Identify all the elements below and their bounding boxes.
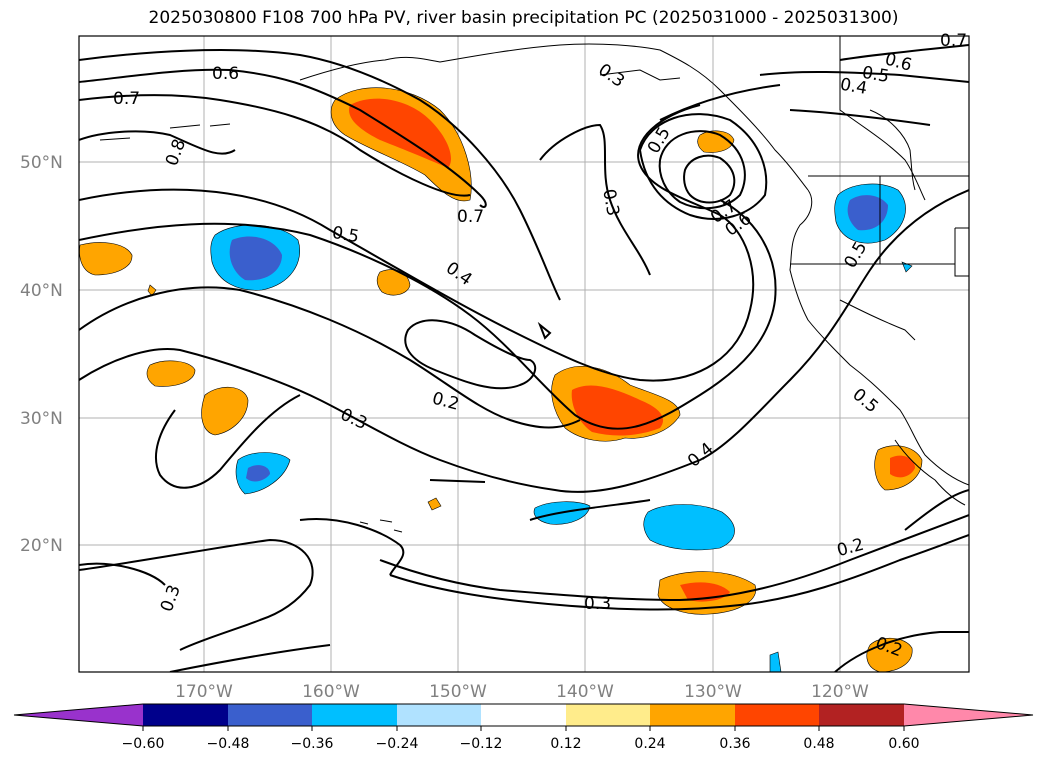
colorbar-tick-label: −0.12: [460, 736, 503, 752]
contour-label: 0.5: [330, 223, 360, 247]
precip-anomaly-positive: [79, 87, 923, 672]
colorbar-segment: [650, 704, 735, 726]
longitude-labels: 170°W 160°W 150°W 140°W 130°W 120°W: [175, 682, 869, 702]
colorbar-tick-label: −0.36: [291, 736, 334, 752]
lon-label: 130°W: [684, 682, 742, 702]
map-area: [79, 36, 969, 672]
colorbar-segment: [228, 704, 312, 726]
contour-label: 0.3: [598, 188, 622, 218]
colorbar-segment: [819, 704, 904, 726]
lon-label: 160°W: [302, 682, 360, 702]
contour-label: 0.6: [212, 64, 239, 84]
colorbar-tick-label: 0.12: [550, 736, 581, 752]
colorbar: −0.60 −0.48 −0.36 −0.24 −0.12 0.12 0.24 …: [13, 703, 1034, 752]
colorbar-tick-label: −0.48: [207, 736, 250, 752]
latitude-labels: 50°N 40°N 30°N 20°N: [20, 153, 63, 556]
map-border: [78, 35, 970, 673]
colorbar-segment: [566, 704, 650, 726]
colorbar-tick-label: −0.24: [376, 736, 419, 752]
colorbar-segment: [143, 704, 228, 726]
lon-label: 120°W: [811, 682, 869, 702]
contour-label: 0.7: [457, 207, 484, 227]
lon-label: 150°W: [429, 682, 487, 702]
colorbar-segment: [397, 704, 481, 726]
lon-label: 170°W: [175, 682, 233, 702]
colorbar-ticks: [142, 726, 905, 731]
colorbar-segment: [312, 704, 397, 726]
contour-label: 0.5: [860, 63, 890, 87]
colorbar-segment: [481, 704, 566, 726]
lat-label: 30°N: [20, 409, 63, 429]
lat-label: 40°N: [20, 281, 63, 301]
colorbar-tick-label: 0.48: [803, 736, 834, 752]
contour-label: 0.7: [113, 89, 140, 109]
colorbar-extend-low: [14, 704, 143, 726]
colorbar-tick-label: 0.24: [634, 736, 665, 752]
colorbar-tick-label: −0.60: [122, 736, 165, 752]
map-title: 2025030800 F108 700 hPa PV, river basin …: [148, 8, 899, 28]
lon-label: 140°W: [556, 682, 614, 702]
colorbar-extend-high: [904, 704, 1033, 726]
colorbar-tick-label: 0.36: [719, 736, 750, 752]
precip-anomaly-negative: [210, 183, 913, 672]
contour-label: 0.3: [584, 594, 611, 614]
contour-label: 0.4: [838, 75, 868, 99]
colorbar-tick-label: 0.60: [888, 736, 919, 752]
lat-label: 50°N: [20, 153, 63, 173]
colorbar-segment: [735, 704, 819, 726]
pv-contours: [79, 44, 969, 672]
lat-label: 20°N: [20, 536, 63, 556]
contour-label: 0.7: [940, 31, 967, 51]
